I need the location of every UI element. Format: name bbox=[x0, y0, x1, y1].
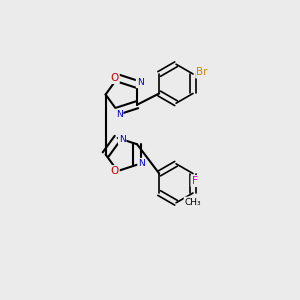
Text: CH₃: CH₃ bbox=[185, 197, 201, 206]
Text: O: O bbox=[110, 73, 119, 83]
Text: Br: Br bbox=[196, 68, 208, 77]
Text: F: F bbox=[191, 176, 197, 186]
Text: N: N bbox=[137, 78, 143, 87]
Text: N: N bbox=[138, 159, 145, 168]
Text: N: N bbox=[119, 135, 125, 144]
Text: O: O bbox=[110, 166, 119, 176]
Text: N: N bbox=[116, 110, 122, 118]
